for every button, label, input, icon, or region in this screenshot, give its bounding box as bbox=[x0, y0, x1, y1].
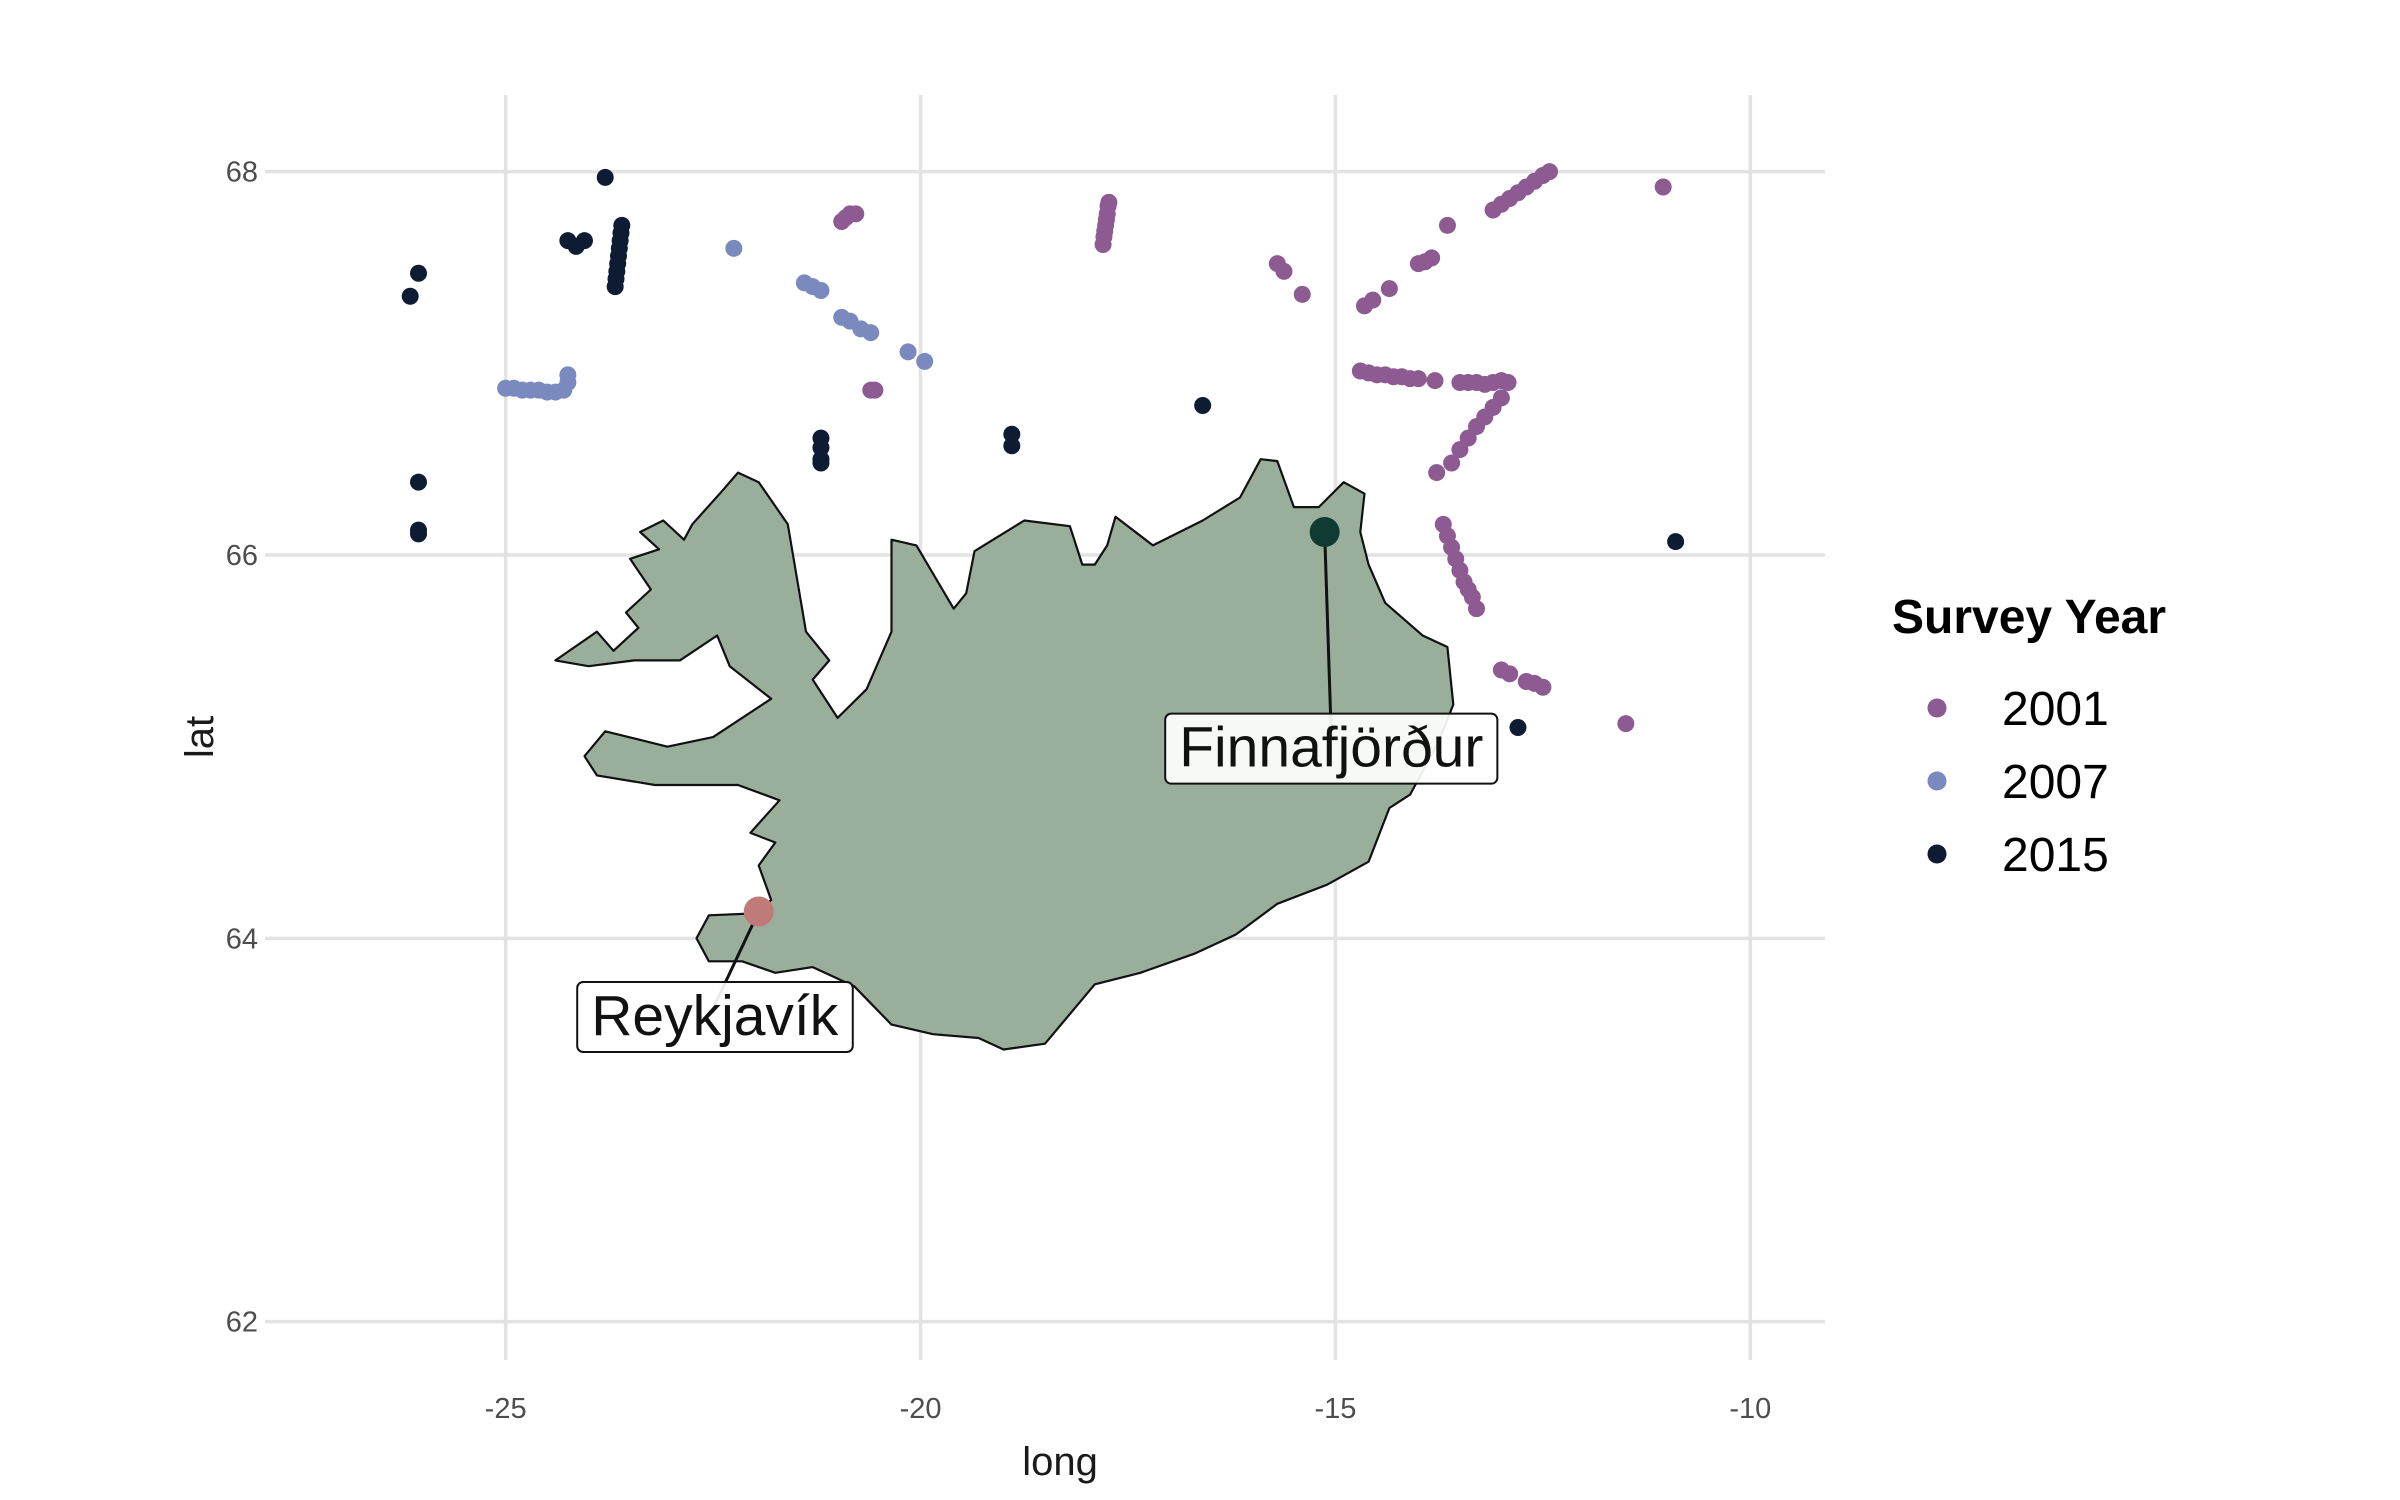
point-2015-15 bbox=[410, 473, 428, 491]
point-2001-48 bbox=[1499, 374, 1517, 391]
point-2001-15 bbox=[1275, 262, 1293, 280]
legend-item-2015: 2015 bbox=[1927, 829, 2109, 882]
point-2007-9 bbox=[916, 352, 934, 370]
point-2001-13 bbox=[1100, 193, 1118, 211]
point-2001-41 bbox=[1426, 372, 1444, 390]
point-2015-14 bbox=[401, 287, 419, 305]
point-2007-3 bbox=[812, 282, 830, 299]
point-2001-16 bbox=[1293, 285, 1311, 303]
point-2001-49 bbox=[1428, 464, 1446, 482]
survey-points bbox=[401, 163, 1685, 736]
point-2001-56 bbox=[1492, 389, 1510, 407]
legend-title: Survey Year bbox=[1892, 591, 2166, 644]
point-2015-25 bbox=[1667, 533, 1685, 551]
annotation-0: Reykjavík bbox=[576, 896, 854, 1053]
y-axis-title: lat bbox=[178, 716, 222, 758]
y-tick-label-0: 62 bbox=[226, 1307, 258, 1339]
y-tick-label-3: 68 bbox=[226, 157, 258, 189]
y-axis-ticks: 62 64 66 68 bbox=[226, 157, 258, 1339]
y-tick-label-2: 66 bbox=[226, 540, 258, 572]
point-2007-0 bbox=[725, 239, 743, 257]
point-2001-19 bbox=[1380, 280, 1398, 298]
point-2015-23 bbox=[1003, 437, 1021, 455]
x-tick-label-3: -10 bbox=[1729, 1393, 1771, 1425]
x-tick-label-1: -20 bbox=[900, 1393, 942, 1425]
x-axis-ticks: -25 -20 -15 -10 bbox=[485, 1393, 1772, 1425]
y-tick-label-1: 64 bbox=[226, 923, 258, 955]
annotation-label-0: Reykjavík bbox=[591, 984, 839, 1048]
annotation-box-0 bbox=[576, 981, 854, 1053]
legend-label-2007: 2007 bbox=[2002, 756, 2109, 809]
point-2015-3 bbox=[575, 232, 593, 250]
point-2015-26 bbox=[1509, 719, 1527, 736]
legend: Survey Year 2001 2007 2015 bbox=[1892, 591, 2166, 882]
legend-swatch-2015 bbox=[1927, 844, 1947, 864]
point-2001-65 bbox=[1467, 600, 1485, 618]
point-2001-50 bbox=[1443, 454, 1461, 472]
land-layer bbox=[554, 458, 1455, 1051]
point-2001-5 bbox=[866, 381, 884, 399]
point-2015-21 bbox=[812, 454, 830, 472]
annotation-marker-0 bbox=[743, 896, 774, 927]
point-2001-67 bbox=[1501, 665, 1519, 683]
annotation-marker-1 bbox=[1309, 517, 1340, 547]
legend-item-2001: 2001 bbox=[1927, 683, 2109, 736]
point-2007-19 bbox=[559, 366, 577, 384]
place-annotations: Reykjavík Finnafjörður bbox=[576, 517, 1499, 1053]
point-2015-13 bbox=[410, 264, 428, 282]
legend-swatch-2007 bbox=[1927, 771, 1947, 791]
legend-label-2015: 2015 bbox=[2002, 829, 2109, 882]
point-2007-7 bbox=[862, 324, 880, 342]
series-2001 bbox=[833, 163, 1672, 733]
series-2007 bbox=[497, 239, 934, 401]
legend-items: 2001 2007 2015 bbox=[1927, 683, 2109, 882]
legend-item-2007: 2007 bbox=[1927, 756, 2109, 809]
point-2001-23 bbox=[1438, 216, 1456, 234]
x-tick-label-2: -15 bbox=[1314, 1393, 1356, 1425]
legend-swatch-2001 bbox=[1927, 698, 1947, 718]
point-2001-31 bbox=[1541, 163, 1559, 181]
series-2015 bbox=[401, 168, 1685, 736]
point-2015-0 bbox=[596, 168, 614, 186]
point-2001-70 bbox=[1534, 678, 1552, 696]
point-2001-71 bbox=[1617, 715, 1635, 733]
point-2001-3 bbox=[847, 205, 865, 223]
point-2001-18 bbox=[1364, 291, 1382, 309]
point-2007-8 bbox=[899, 343, 917, 361]
x-axis-title: long bbox=[1022, 1440, 1098, 1484]
annotation-leader-1 bbox=[1323, 531, 1333, 737]
point-2001-22 bbox=[1423, 249, 1441, 267]
iceland-landmass bbox=[554, 458, 1455, 1051]
point-2001-32 bbox=[1654, 178, 1672, 196]
point-2001-40 bbox=[1409, 370, 1427, 388]
annotation-label-1: Finnafjörður bbox=[1179, 716, 1483, 780]
annotation-1: Finnafjörður bbox=[1164, 517, 1499, 785]
x-tick-label-0: -25 bbox=[485, 1393, 527, 1425]
point-2015-17 bbox=[410, 525, 428, 543]
annotation-box-1 bbox=[1164, 712, 1499, 785]
point-2015-24 bbox=[1194, 397, 1212, 414]
legend-label-2001: 2001 bbox=[2002, 683, 2109, 736]
point-2015-12 bbox=[606, 278, 624, 296]
